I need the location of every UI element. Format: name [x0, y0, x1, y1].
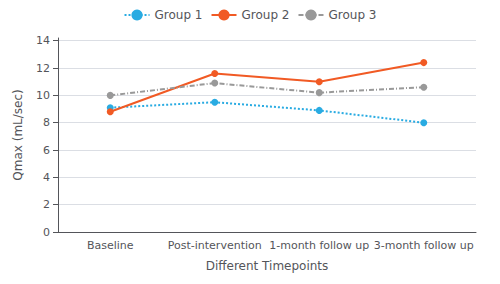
svg-text:2: 2 — [43, 198, 50, 211]
svg-text:0: 0 — [43, 226, 50, 239]
svg-text:4: 4 — [43, 171, 50, 184]
svg-text:10: 10 — [36, 89, 50, 102]
svg-text:Group 3: Group 3 — [328, 8, 376, 22]
svg-text:1-month follow up: 1-month follow up — [269, 239, 369, 252]
svg-text:Group 2: Group 2 — [242, 8, 290, 22]
svg-text:12: 12 — [36, 62, 50, 75]
svg-text:6: 6 — [43, 144, 50, 157]
svg-text:Group 1: Group 1 — [155, 8, 203, 22]
svg-text:8: 8 — [43, 116, 50, 129]
svg-text:3-month follow up: 3-month follow up — [374, 239, 474, 252]
svg-text:Qmax (mL/sec): Qmax (mL/sec) — [11, 89, 25, 180]
svg-text:14: 14 — [36, 34, 50, 47]
svg-text:Post-intervention: Post-intervention — [168, 239, 262, 252]
svg-text:Baseline: Baseline — [87, 239, 134, 252]
svg-text:Different Timepoints: Different Timepoints — [206, 259, 329, 273]
